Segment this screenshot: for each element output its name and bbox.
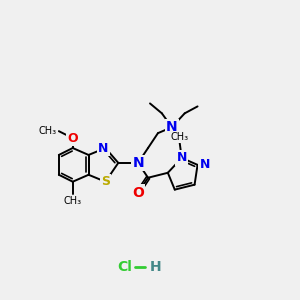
Text: N: N [200,158,210,171]
Text: CH₃: CH₃ [171,132,189,142]
Text: CH₃: CH₃ [64,196,82,206]
Text: H: H [150,260,162,274]
Text: O: O [68,132,78,145]
Text: S: S [101,175,110,188]
Text: N: N [176,152,187,164]
Text: CH₃: CH₃ [39,126,57,136]
Text: O: O [132,186,144,200]
Text: Cl: Cl [117,260,132,274]
Text: N: N [166,120,178,134]
Text: N: N [132,156,144,170]
Text: N: N [98,142,109,154]
